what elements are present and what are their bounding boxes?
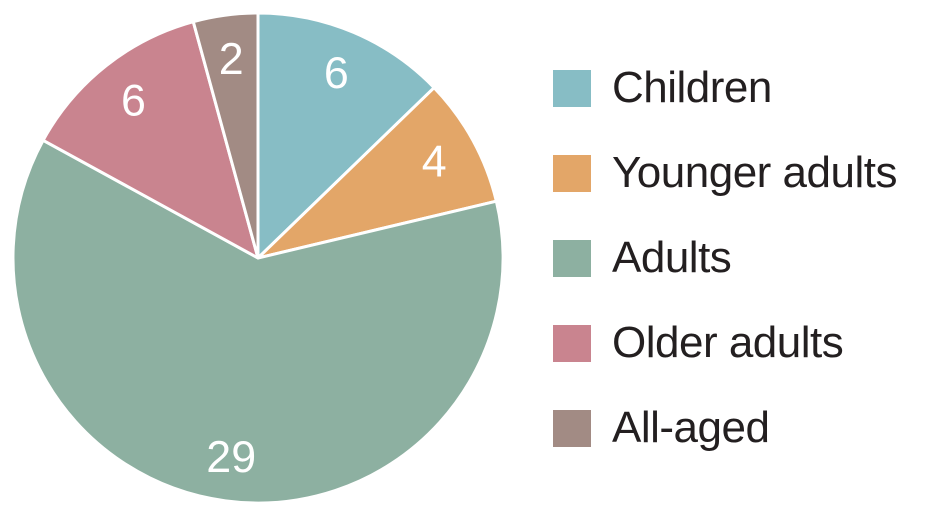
slice-value-label-all-aged: 2 — [219, 34, 244, 84]
pie-slice-older-adults — [41, 20, 260, 260]
legend-label-younger-adults: Younger adults — [612, 148, 897, 197]
legend-item-all-aged: All-aged — [553, 403, 897, 452]
slice-value-label-older-adults: 6 — [121, 75, 146, 125]
slice-value-label-younger-adults: 4 — [422, 136, 447, 186]
legend-item-younger-adults: Younger adults — [553, 148, 897, 197]
pie-slice-younger-adults — [256, 86, 498, 260]
legend: Children Younger adults Adults Older adults… — [553, 63, 897, 452]
legend-label-all-aged: All-aged — [612, 403, 770, 452]
legend-swatch-older-adults — [553, 324, 591, 362]
pie-slice-children — [256, 11, 436, 260]
legend-swatch-all-aged — [553, 409, 591, 447]
slice-value-label-adults: 29 — [206, 432, 256, 482]
legend-swatch-younger-adults — [553, 154, 591, 192]
legend-label-adults: Adults — [612, 233, 732, 282]
legend-label-older-adults: Older adults — [612, 318, 844, 367]
pie-slice-all-aged — [191, 11, 260, 260]
legend-swatch-children — [553, 69, 591, 107]
legend-item-older-adults: Older adults — [553, 318, 897, 367]
legend-swatch-adults — [553, 239, 591, 277]
legend-label-children: Children — [612, 63, 772, 112]
legend-item-children: Children — [553, 63, 897, 112]
pie-chart: 6 4 29 6 2 — [11, 11, 505, 505]
pie-slice-adults — [11, 138, 505, 505]
slice-value-label-children: 6 — [324, 48, 349, 98]
legend-item-adults: Adults — [553, 233, 897, 282]
